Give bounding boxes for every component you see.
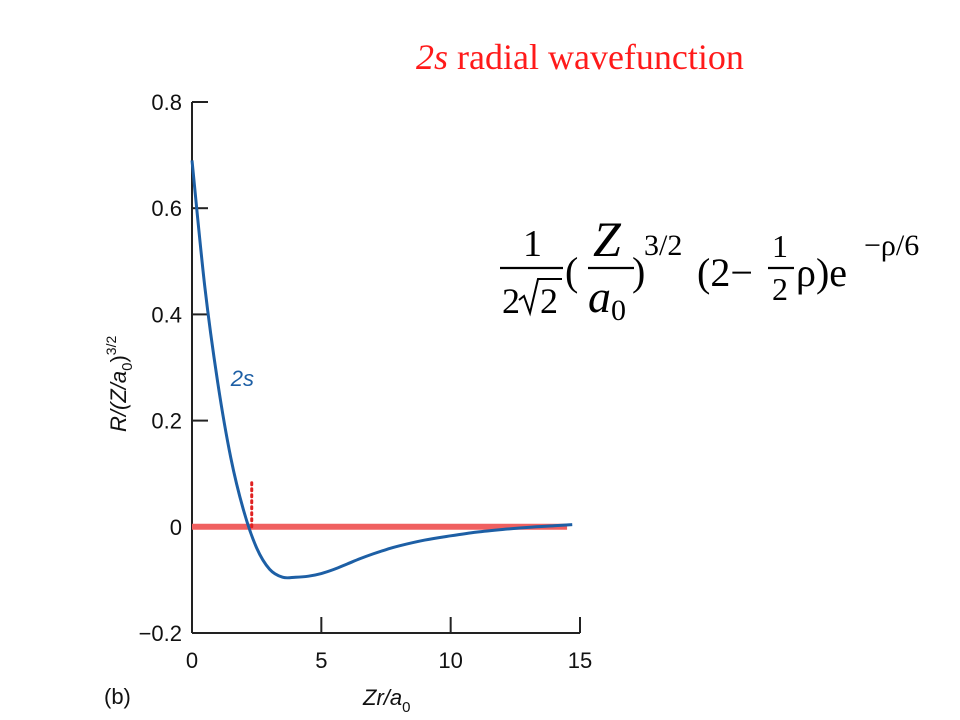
title-italic-part: 2s	[416, 37, 448, 77]
series-label-2s: 2s	[230, 366, 254, 391]
series-line-2s	[190, 160, 573, 580]
x-tick-label: 0	[186, 648, 198, 673]
eq-close-paren: )	[632, 249, 645, 294]
eq-sqrt-symbol	[518, 278, 562, 317]
eq-exponent: −ρ/6	[864, 229, 919, 262]
panel-label: (b)	[104, 684, 131, 709]
wavefunction-equation: 1 2 2 ( Z a 0 ) 3/2 (2− 1 2 ρ)e −ρ/6	[500, 211, 919, 327]
x-tick-label: 15	[568, 648, 592, 673]
slide-title: 2s radial wavefunction	[416, 37, 744, 77]
y-axis-label: R/(Z/a0)3/2	[103, 336, 136, 432]
title-rest-part: radial wavefunction	[448, 37, 744, 77]
x-axis-label: Zr/a0	[362, 685, 410, 716]
eq-half-denominator: 2	[772, 271, 788, 307]
y-axis-label-main: R/(Z/a	[106, 371, 131, 432]
eq-power: 3/2	[644, 229, 682, 262]
eq-coef-den-left: 2	[502, 281, 520, 321]
eq-a-denominator: a	[588, 271, 611, 322]
x-tick-label: 5	[315, 648, 327, 673]
wavefunction-chart: −0.200.20.40.60.8 0 5 10 15 Zr/a0 R/(Z/a0)3…	[103, 90, 592, 716]
x-tick-label: 10	[438, 648, 462, 673]
eq-open-paren: (	[565, 249, 578, 294]
chart-marks	[190, 160, 573, 580]
eq-coef-numerator: 1	[523, 223, 542, 265]
eq-coef-den-root: 2	[540, 281, 558, 321]
x-axis-label-main: Zr/a	[362, 685, 402, 710]
eq-half-numerator: 1	[772, 228, 788, 264]
y-tick-label: 0.2	[151, 409, 182, 434]
y-tick-label: 0.8	[151, 90, 182, 115]
y-axis-label-sub: 0	[119, 363, 136, 371]
eq-z-numerator: Z	[593, 211, 622, 267]
y-tick-label: −0.2	[139, 621, 182, 646]
eq-a-subscript: 0	[611, 294, 626, 327]
y-tick-label: 0.6	[151, 196, 182, 221]
x-ticks: 0 5 10 15	[186, 617, 592, 673]
eq-factor-left: (2−	[697, 250, 753, 295]
y-ticks: −0.2 0 0.2 0.4 0.6 0.8	[139, 90, 208, 646]
y-tick-label: 0.4	[151, 302, 182, 327]
y-tick-label: 0	[170, 515, 182, 540]
eq-factor-right: ρ)e	[796, 250, 847, 295]
y-axis-label-exponent: 3/2	[103, 336, 119, 356]
y-axis-label-close: )	[106, 355, 131, 362]
x-axis-label-sub: 0	[402, 699, 410, 716]
